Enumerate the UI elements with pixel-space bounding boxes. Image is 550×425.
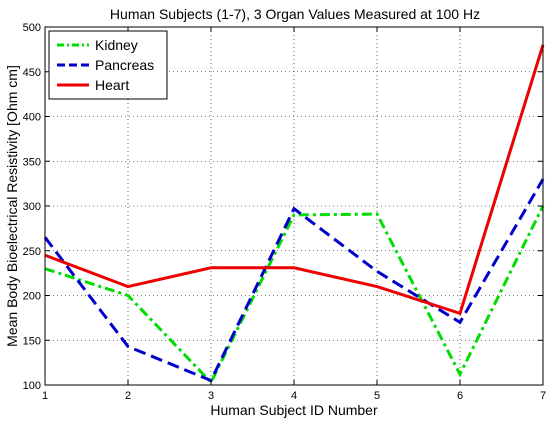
x-axis-label: Human Subject ID Number — [210, 402, 378, 418]
legend-label: Pancreas — [95, 57, 154, 73]
y-tick-label: 400 — [23, 112, 41, 124]
legend-box — [48, 30, 168, 100]
x-tick-label: 7 — [540, 390, 546, 402]
y-tick-label: 250 — [23, 246, 41, 258]
y-tick-label: 200 — [23, 291, 41, 303]
x-tick-label: 1 — [42, 390, 48, 402]
data-series — [43, 44, 545, 385]
legend-label: Heart — [95, 77, 129, 93]
y-tick-label: 300 — [23, 201, 41, 213]
x-tick-label: 2 — [125, 390, 131, 402]
legend-label: Kidney — [95, 37, 138, 53]
y-tick-label: 500 — [23, 22, 41, 34]
legend: Kidney Pancreas Heart — [48, 30, 168, 100]
x-tick-label: 4 — [291, 390, 297, 402]
x-tick-label: 6 — [457, 390, 463, 402]
y-tick-label: 350 — [23, 156, 41, 168]
y-tick-label: 450 — [23, 67, 41, 79]
y-axis-label: Mean Body Bioelectrical Resistivity [Ohm… — [4, 65, 20, 347]
series-line-pancreas — [43, 178, 545, 383]
axis-ticks: 1 2 3 4 5 6 7 100 150 200 250 300 350 400 450 500 — [23, 22, 546, 402]
series-line-kidney — [44, 205, 545, 385]
series-line-heart — [44, 44, 545, 316]
y-tick-label: 150 — [23, 335, 41, 347]
y-tick-label: 100 — [23, 380, 41, 392]
chart-title: Human Subjects (1-7), 3 Organ Values Mea… — [110, 6, 480, 22]
x-tick-label: 5 — [374, 390, 380, 402]
x-tick-label: 3 — [208, 390, 214, 402]
